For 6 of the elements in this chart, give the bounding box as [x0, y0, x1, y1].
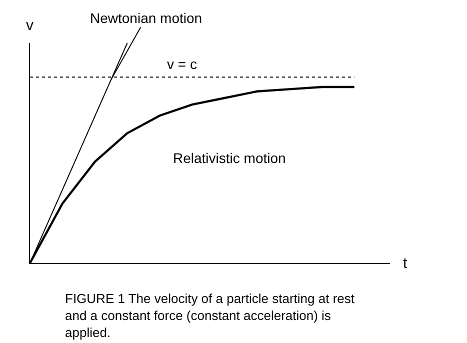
text: Relativistic motion: [173, 150, 286, 166]
text: Newtonian motion: [90, 10, 202, 26]
x-axis-title: t: [403, 255, 408, 272]
caption: FIGURE 1 The velocity of a particle starting at rest and a constant force (constant acceleration) is applied.: [65, 291, 355, 340]
y-axis-title: v: [26, 17, 34, 34]
ref-line-label: v = c: [167, 56, 197, 72]
